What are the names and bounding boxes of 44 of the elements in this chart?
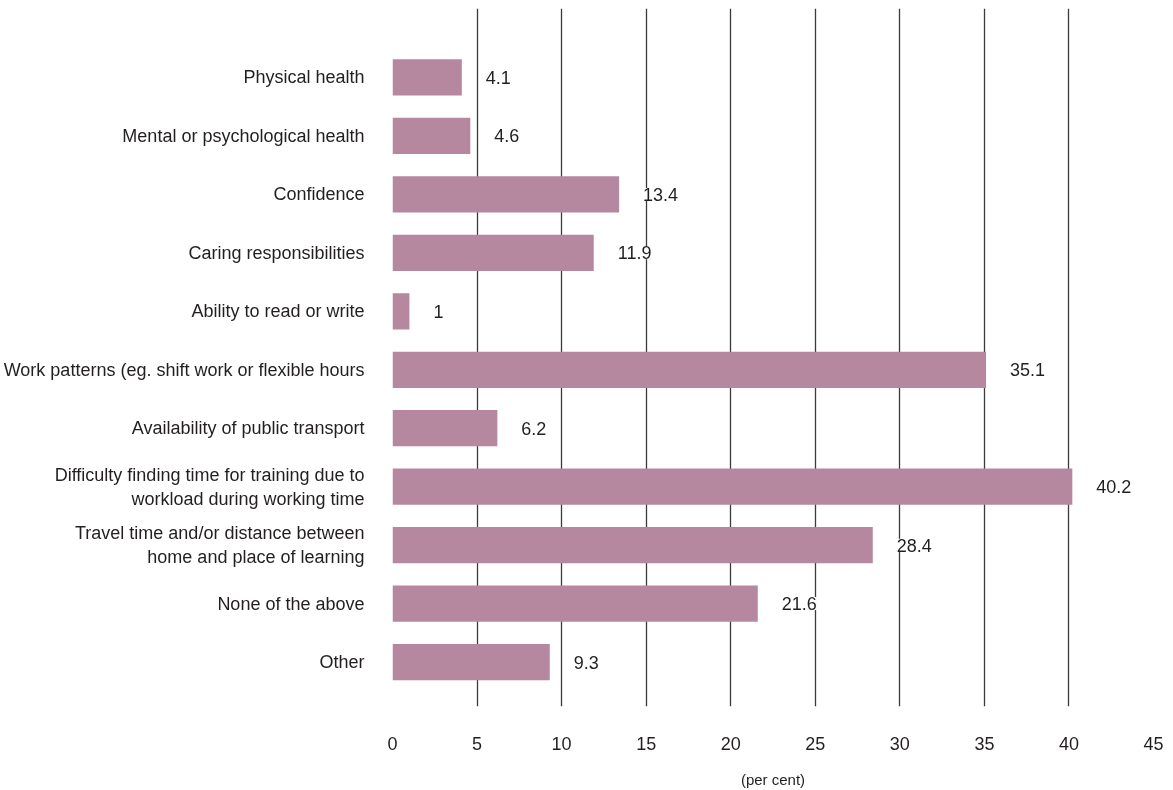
x-tick-label: 20: [720, 733, 741, 754]
x-tick-label: 30: [889, 733, 910, 754]
data-label: 4.1: [485, 67, 511, 88]
y-tick-label: Confidence: [273, 184, 365, 205]
y-tick-label: Physical health: [243, 67, 365, 88]
y-tick-label: Travel time and/or distance between home and place of learning: [75, 523, 365, 568]
data-label: 9.3: [573, 652, 599, 673]
data-label: 11.9: [617, 243, 652, 264]
x-axis-title: (per cent): [740, 770, 806, 788]
bar: [392, 643, 550, 681]
data-label: 40.2: [1096, 477, 1132, 498]
y-tick-label: Other: [319, 652, 365, 673]
bar: [392, 527, 873, 564]
x-tick-label: 35: [974, 733, 995, 754]
data-label: 35.1: [1010, 360, 1046, 381]
x-tick-label: 15: [636, 733, 657, 754]
bar: [392, 59, 462, 96]
x-tick-label: 10: [551, 733, 572, 754]
x-tick-label: 25: [805, 733, 826, 754]
x-tick-label: 5: [472, 733, 483, 754]
x-tick-label: 45: [1143, 733, 1164, 754]
data-label: 13.4: [643, 184, 679, 205]
bar: [392, 117, 471, 155]
x-tick-label: 40: [1058, 733, 1079, 754]
y-tick-label: Availability of public transport: [131, 418, 365, 439]
y-tick-label: Caring responsibilities: [188, 242, 365, 263]
bar: [392, 234, 594, 271]
bar: [392, 468, 1073, 505]
y-tick-label: Ability to read or write: [191, 301, 365, 322]
data-label: 4.6: [494, 126, 520, 147]
bar: [392, 351, 987, 388]
y-tick-label: Work patterns (eg. shift work or flexible hours: [3, 359, 365, 380]
data-label: 1: [433, 301, 444, 322]
bar: [392, 410, 498, 447]
bar: [392, 293, 410, 330]
y-tick-label: Mental or psychological health: [122, 125, 365, 146]
y-tick-label: None of the above: [217, 593, 365, 614]
data-label: 21.6: [781, 594, 817, 615]
data-label: 28.4: [896, 535, 932, 556]
x-tick-label: 0: [387, 733, 398, 754]
bar: [392, 585, 758, 622]
data-label: 6.2: [521, 418, 547, 439]
y-tick-label: Difficulty finding time for training due to workload during working time: [54, 464, 365, 509]
bar: [392, 176, 620, 213]
